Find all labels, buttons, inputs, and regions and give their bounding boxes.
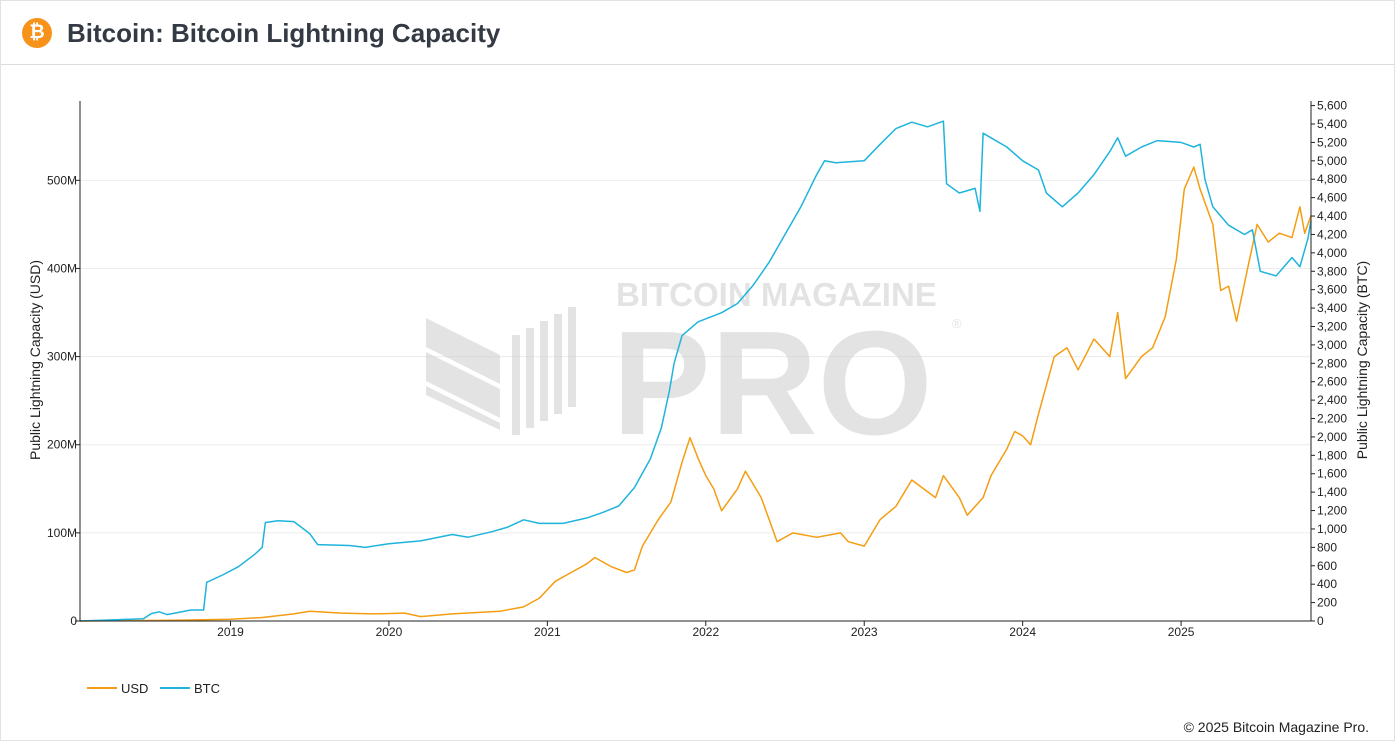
axes: 0 100M 200M 300M 400M 500M 0 200 400 600 800 1,000 1… [47, 99, 1347, 639]
chart-header: ₿ Bitcoin: Bitcoin Lightning Capacity [0, 0, 1395, 65]
y-right-tick-label: 4,600 [1317, 191, 1347, 205]
y-left-tick-label: 100M [47, 526, 77, 540]
y-right-tick-label: 3,800 [1317, 264, 1347, 278]
y-right-tick-label: 5,200 [1317, 135, 1347, 149]
x-tick-label: 2024 [1009, 625, 1036, 639]
y-left-axis-title: Public Lightning Capacity (USD) [27, 260, 43, 460]
watermark-main-text: PRO [612, 301, 933, 466]
y-left-tick-label: 500M [47, 173, 77, 187]
y-right-tick-label: 3,600 [1317, 283, 1347, 297]
series-line-usd[interactable] [79, 166, 1312, 622]
y-right-tick-label: 1,000 [1317, 522, 1347, 536]
y-right-tick-label: 4,800 [1317, 172, 1347, 186]
x-tick-label: 2025 [1168, 625, 1195, 639]
x-tick-label: 2019 [217, 625, 244, 639]
y-right-tick-label: 2,400 [1317, 393, 1347, 407]
x-tick-label: 2023 [851, 625, 878, 639]
y-left-tick-label: 0 [70, 614, 77, 628]
y-right-tick-label: 800 [1317, 540, 1337, 554]
bitcoin-icon: ₿ [22, 18, 52, 48]
watermark-top-text: BITCOIN MAGAZINE [616, 276, 937, 313]
y-right-tick-label: 5,400 [1317, 117, 1347, 131]
y-right-tick-label: 3,000 [1317, 338, 1347, 352]
x-tick-label: 2022 [692, 625, 719, 639]
y-right-tick-label: 600 [1317, 559, 1337, 573]
watermark-reg-text: ® [952, 316, 962, 331]
y-right-tick-label: 0 [1317, 614, 1324, 628]
y-right-tick-label: 1,600 [1317, 467, 1347, 481]
y-right-tick-label: 3,400 [1317, 301, 1347, 315]
watermark-logo-icon [426, 307, 576, 435]
legend-item-btc[interactable]: BTC [160, 681, 220, 696]
y-right-tick-label: 4,200 [1317, 227, 1347, 241]
series-line-btc[interactable] [79, 120, 1312, 622]
y-right-tick-label: 2,000 [1317, 430, 1347, 444]
legend-label: BTC [194, 681, 220, 696]
y-right-tick-label: 200 [1317, 596, 1337, 610]
chart-title: Bitcoin: Bitcoin Lightning Capacity [67, 18, 501, 48]
y-left-tick-label: 200M [47, 438, 77, 452]
y-right-tick-label: 1,200 [1317, 504, 1347, 518]
y-right-tick-label: 1,400 [1317, 485, 1347, 499]
y-right-axis-title: Public Lightning Capacity (BTC) [1354, 261, 1370, 459]
y-right-tick-label: 4,000 [1317, 246, 1347, 260]
y-right-tick-label: 2,600 [1317, 375, 1347, 389]
copyright-text: © 2025 Bitcoin Magazine Pro. [1183, 719, 1369, 735]
x-tick-label: 2020 [376, 625, 403, 639]
y-right-tick-label: 2,200 [1317, 412, 1347, 426]
legend[interactable]: USD BTC [87, 681, 220, 696]
y-left-tick-label: 400M [47, 261, 77, 275]
y-right-tick-label: 5,000 [1317, 154, 1347, 168]
gridlines [80, 179, 1311, 534]
y-right-tick-label: 3,200 [1317, 319, 1347, 333]
y-right-tick-label: 400 [1317, 577, 1337, 591]
legend-label: USD [121, 681, 148, 696]
y-right-tick-label: 5,600 [1317, 99, 1347, 113]
legend-item-usd[interactable]: USD [87, 681, 148, 696]
watermark: BITCOIN MAGAZINE PRO ® [426, 276, 962, 466]
series-lines [79, 120, 1312, 622]
y-right-tick-label: 2,800 [1317, 356, 1347, 370]
y-left-tick-label: 300M [47, 350, 77, 364]
y-right-tick-label: 4,400 [1317, 209, 1347, 223]
y-right-tick-label: 1,800 [1317, 448, 1347, 462]
x-tick-label: 2021 [534, 625, 561, 639]
